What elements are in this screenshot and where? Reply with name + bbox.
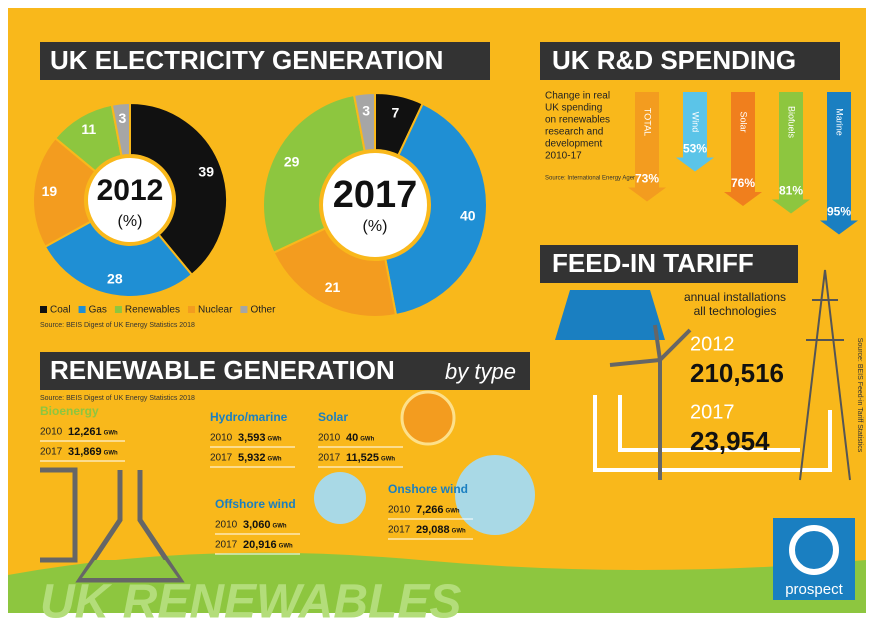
year: 2017 [690, 401, 735, 423]
year: 2010 [215, 520, 238, 531]
data-label: 3 [362, 103, 370, 119]
year: 2010 [388, 505, 411, 516]
value-label: 73% [635, 172, 659, 186]
center-label: 2012 [97, 174, 164, 207]
value: 11,525 [346, 452, 379, 464]
year: 2017 [215, 540, 238, 551]
value: 5,932 [238, 452, 266, 464]
year: 2017 [318, 453, 341, 464]
value-label: 81% [779, 184, 803, 198]
subtitle: annual installations [684, 290, 786, 304]
offshore-turbine [314, 472, 366, 524]
description: on renewables [545, 115, 610, 126]
solar-panel [555, 290, 665, 340]
section-title: FEED-IN TARIFF [552, 248, 754, 278]
legend-swatch [115, 306, 122, 313]
subtitle: all technologies [694, 304, 777, 318]
sun [402, 392, 454, 444]
unit: GWh [360, 437, 374, 443]
item-name: Hydro/marine [210, 410, 288, 424]
section-title: UK R&D SPENDING [552, 45, 796, 75]
section-title: RENEWABLE GENERATION [50, 355, 395, 385]
brand: prospect [785, 581, 843, 598]
value: 12,261 [68, 426, 102, 438]
year: 2010 [40, 427, 63, 438]
description: 2010-17 [545, 151, 582, 162]
category-label: Biofuels [787, 106, 797, 139]
center-label: 2017 [333, 174, 418, 216]
unit: GWh [381, 457, 395, 463]
value: 29,088 [416, 524, 450, 536]
unit: GWh [273, 524, 287, 530]
item-name: Solar [318, 410, 348, 424]
unit: GWh [279, 544, 293, 550]
subtitle: by type [445, 359, 516, 384]
year: 2010 [210, 433, 233, 444]
infographic: UK ELECTRICITY GENERATION Source: BEIS D… [0, 0, 874, 621]
legend-swatch [79, 306, 86, 313]
data-label: 19 [42, 183, 58, 199]
unit: GWh [452, 529, 466, 535]
description: development [545, 139, 602, 150]
legend-label: Other [250, 305, 276, 316]
unit: GWh [268, 457, 282, 463]
category-label: Solar [739, 111, 749, 132]
value-label: 76% [731, 176, 755, 190]
unit: GWh [104, 431, 118, 437]
data-label: 7 [391, 104, 399, 120]
value: 3,593 [238, 432, 266, 444]
value: 20,916 [243, 539, 277, 551]
data-label: 21 [325, 279, 341, 295]
value: 210,516 [690, 358, 784, 388]
item-name: Onshore wind [388, 482, 468, 496]
source: Source: BEIS Digest of UK Energy Statist… [40, 322, 195, 329]
legend-swatch [188, 306, 195, 313]
year: 2017 [388, 525, 411, 536]
legend-label: Gas [89, 305, 107, 316]
item-name: Bioenergy [40, 404, 99, 418]
value: 40 [346, 432, 358, 444]
category-label: TOTAL [643, 108, 653, 136]
description: Change in real [545, 91, 610, 102]
value: 31,869 [68, 446, 102, 458]
unit-label: (%) [118, 213, 143, 230]
legend-swatch [240, 306, 247, 313]
value: 3,060 [243, 519, 271, 531]
legend-swatch [40, 306, 47, 313]
source: Source: BEIS Digest of UK Energy Statist… [40, 395, 195, 402]
description: research and [545, 127, 603, 138]
unit: GWh [446, 509, 460, 515]
item-name: Offshore wind [215, 497, 296, 511]
data-label: 40 [460, 207, 476, 223]
value-label: 53% [683, 142, 707, 156]
value-label: 95% [827, 205, 851, 219]
legend-label: Nuclear [198, 305, 233, 316]
legend-label: Coal [50, 305, 71, 316]
data-label: 11 [81, 121, 96, 137]
section-title: UK ELECTRICITY GENERATION [50, 45, 443, 75]
data-label: 39 [198, 163, 214, 179]
year: 2010 [318, 433, 341, 444]
data-label: 28 [107, 270, 123, 286]
data-label: 29 [284, 153, 300, 169]
category-label: Wind [691, 112, 701, 133]
data-label: 3 [118, 110, 126, 126]
value: 23,954 [690, 426, 770, 456]
year: 2017 [40, 447, 63, 458]
banner: UK RENEWABLES [40, 576, 461, 621]
source: Source: BEIS Feed-in Tariff Statistics [856, 338, 863, 453]
unit-label: (%) [363, 218, 388, 235]
value: 7,266 [416, 504, 444, 516]
description: UK spending [545, 103, 602, 114]
year: 2017 [210, 453, 233, 464]
legend-label: Renewables [125, 305, 180, 316]
unit: GWh [104, 451, 118, 457]
year: 2012 [690, 333, 735, 355]
category-label: Marine [835, 108, 845, 136]
unit: GWh [268, 437, 282, 443]
